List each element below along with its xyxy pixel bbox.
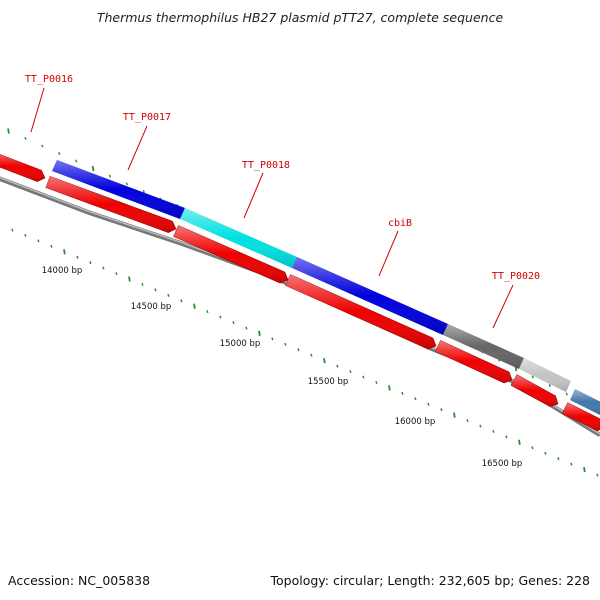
ruler-tick <box>141 282 144 286</box>
ruler-tick <box>440 408 443 412</box>
bp-label-15500: 15500 bp <box>308 377 349 387</box>
reverse-gene-arrow[interactable] <box>561 402 600 432</box>
inner-tick-marks <box>11 228 599 477</box>
tick-mark <box>531 375 534 379</box>
ruler-tick <box>128 276 131 282</box>
ruler-tick <box>505 435 508 439</box>
ruler-tick <box>531 446 534 450</box>
ruler-tick <box>466 419 469 423</box>
ruler-tick <box>596 473 599 477</box>
gene-label-tt-p0016[interactable]: TT_P0016 <box>25 74 73 85</box>
ruler-tick <box>570 462 573 466</box>
ruler-tick <box>518 439 521 445</box>
ruler-tick <box>583 466 586 473</box>
tick-mark <box>41 144 44 148</box>
ruler-tick <box>557 457 560 461</box>
tick-mark <box>108 174 112 178</box>
label-callout-tt-p0018: TT_P0018 <box>242 160 290 219</box>
backbone <box>0 176 600 437</box>
ruler-tick <box>479 424 482 428</box>
accession-text: Accession: NC_005838 <box>8 573 150 588</box>
reverse-gene-arrow[interactable] <box>0 151 46 182</box>
gene-block-next-steelblue[interactable] <box>570 389 600 415</box>
ruler-tick <box>37 239 40 243</box>
ruler-tick <box>154 288 157 292</box>
ruler-tick <box>180 299 183 303</box>
reverse-gene-arrow[interactable] <box>45 176 177 233</box>
ruler-tick <box>427 402 430 406</box>
gene-block-cbib[interactable] <box>292 257 448 335</box>
reverse-gene-arrow[interactable] <box>285 274 437 350</box>
gene-label-tt-p0020[interactable]: TT_P0020 <box>492 271 540 282</box>
ruler-tick <box>11 228 14 232</box>
reverse-gene-arrow[interactable] <box>510 374 559 407</box>
label-callout-cbib: cbiB <box>378 218 412 277</box>
ruler-tick <box>310 353 313 357</box>
tick-mark <box>125 182 129 186</box>
label-callout-tt-p0017: TT_P0017 <box>123 112 171 171</box>
tick-mark <box>75 159 78 163</box>
ruler-tick <box>323 358 326 364</box>
bp-label-14500: 14500 bp <box>131 302 172 312</box>
gene-label-cbib[interactable]: cbiB <box>388 218 412 229</box>
ruler-tick <box>102 266 105 270</box>
map-title: Thermus thermophilus HB27 plasmid pTT27,… <box>97 10 504 25</box>
ruler-tick <box>414 397 417 401</box>
gene-block-tt-p0020[interactable] <box>443 324 524 369</box>
tick-mark <box>142 189 145 193</box>
tick-mark <box>58 151 61 155</box>
tick-mark <box>548 383 551 387</box>
ruler-tick <box>24 233 27 237</box>
ruler-tick <box>167 293 170 297</box>
bp-label-16500: 16500 bp <box>482 459 523 469</box>
summary-text: Topology: circular; Length: 232,605 bp; … <box>270 573 591 588</box>
ruler-tick <box>388 385 391 391</box>
ruler-tick <box>375 380 378 384</box>
ruler-tick <box>76 255 79 259</box>
label-callout-tt-p0016: TT_P0016 <box>25 74 73 133</box>
gene-block-next-grey[interactable] <box>519 358 571 392</box>
ruler-tick <box>271 337 274 341</box>
bp-label-15000: 15000 bp <box>220 339 261 349</box>
ruler-tick <box>206 310 209 314</box>
ruler-tick <box>89 261 92 265</box>
tick-mark <box>7 128 10 134</box>
ruler-tick <box>232 321 235 325</box>
ruler-tick <box>401 391 404 395</box>
ruler-tick <box>362 375 365 379</box>
bp-label-14000: 14000 bp <box>42 266 83 276</box>
ruler-tick <box>50 244 53 248</box>
ruler-tick <box>193 303 196 309</box>
gene-label-tt-p0017[interactable]: TT_P0017 <box>123 112 171 123</box>
ruler-tick <box>492 429 495 433</box>
bp-position-labels: 14000 bp 14500 bp 15000 bp 15500 bp 1600… <box>42 266 523 469</box>
gene-block-tt-p0017[interactable] <box>52 160 185 219</box>
forward-strand <box>52 160 600 415</box>
tick-mark <box>91 165 95 172</box>
reverse-strand <box>0 151 600 432</box>
reverse-gene-arrow[interactable] <box>435 340 513 384</box>
tick-mark <box>24 136 27 140</box>
ruler-tick <box>245 326 248 330</box>
ruler-tick <box>284 342 287 346</box>
reverse-gene-arrow[interactable] <box>173 225 289 284</box>
bp-label-16000: 16000 bp <box>395 417 436 427</box>
ruler-tick <box>349 370 352 374</box>
label-callout-tt-p0020: TT_P0020 <box>492 271 540 329</box>
ruler-tick <box>219 315 222 319</box>
ruler-tick <box>336 364 339 368</box>
gene-label-tt-p0018[interactable]: TT_P0018 <box>242 160 290 171</box>
ruler-tick <box>544 451 547 455</box>
gene-block-tt-p0018[interactable] <box>180 208 297 268</box>
ruler-tick <box>297 348 300 352</box>
ruler-tick <box>258 330 261 337</box>
ruler-tick <box>63 249 66 255</box>
ruler-tick <box>453 412 456 418</box>
ruler-tick <box>115 272 118 276</box>
tick-mark <box>565 392 568 396</box>
